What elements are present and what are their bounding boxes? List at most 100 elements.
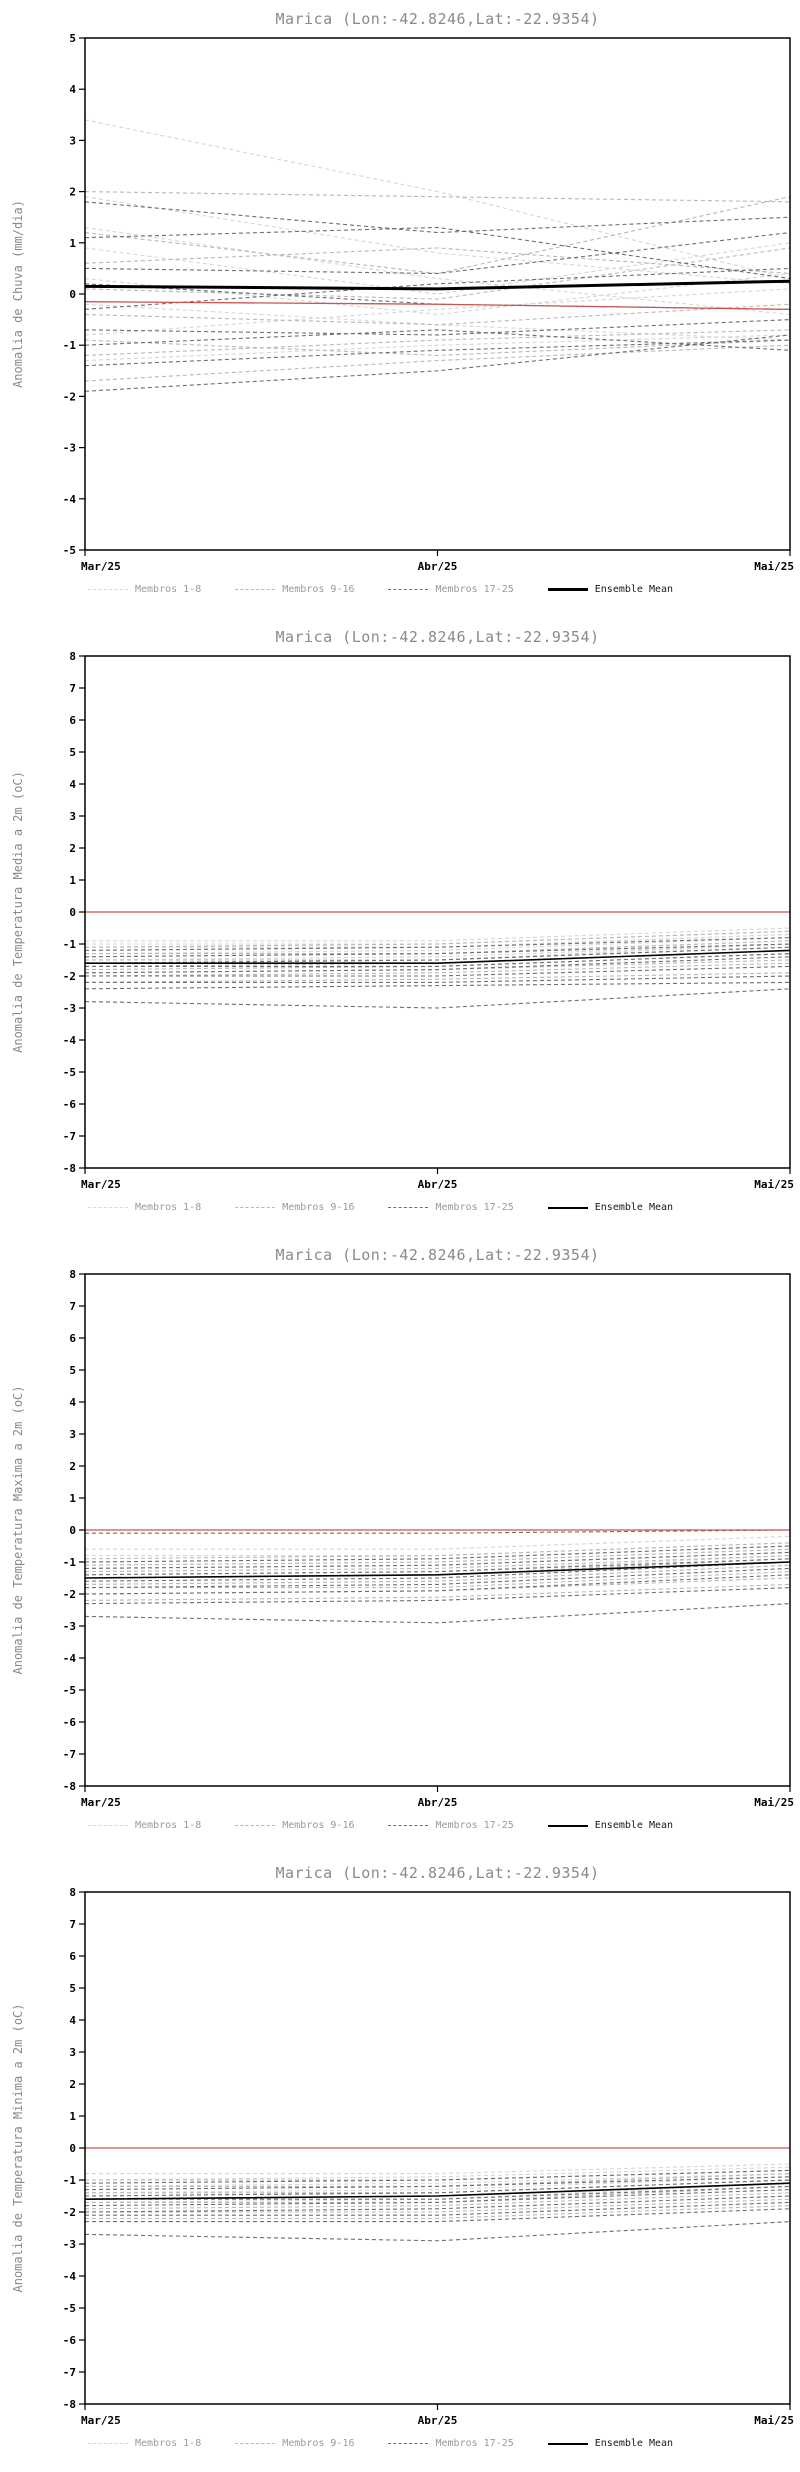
legend-line-sample xyxy=(88,589,128,590)
svg-text:Mar/25: Mar/25 xyxy=(81,1178,121,1191)
legend: Membros 1-8 Membros 9-16 Membros 17-25 E… xyxy=(88,584,673,595)
svg-text:1: 1 xyxy=(69,874,76,887)
legend-label: Membros 17-25 xyxy=(435,584,514,595)
legend-line-sample xyxy=(235,1825,276,1826)
svg-text:4: 4 xyxy=(69,83,76,96)
legend-item-membros-1-8: Membros 1-8 xyxy=(88,1820,201,1831)
svg-text:5: 5 xyxy=(69,746,76,759)
chart-precip-anomaly: Marica (Lon:-42.8246,Lat:-22.9354) Anoma… xyxy=(0,0,800,618)
legend-item-ensemble-mean: Ensemble Mean xyxy=(547,2438,673,2449)
svg-text:Mai/25: Mai/25 xyxy=(754,2414,794,2427)
chart-title: Marica (Lon:-42.8246,Lat:-22.9354) xyxy=(275,628,600,646)
plot-area: -8 -7 -6 -5 -4 -3 -2 -1 0 1 2 3 4 5 6 7 8 Mar/25 Abr/25 Mai… xyxy=(63,1886,794,2427)
svg-text:-3: -3 xyxy=(63,2238,76,2251)
svg-text:-8: -8 xyxy=(63,1162,76,1175)
svg-text:Mai/25: Mai/25 xyxy=(754,1178,794,1191)
svg-text:1: 1 xyxy=(69,2110,76,2123)
chart-temp-minima-anomaly: Marica (Lon:-42.8246,Lat:-22.9354) Anoma… xyxy=(0,1854,800,2472)
legend-label: Membros 17-25 xyxy=(435,1202,514,1213)
svg-text:-6: -6 xyxy=(63,2334,77,2347)
legend-label: Membros 1-8 xyxy=(135,584,202,595)
legend-item-ensemble-mean: Ensemble Mean xyxy=(547,584,673,595)
svg-text:-2: -2 xyxy=(63,970,76,983)
legend-line-sample xyxy=(235,1207,276,1208)
svg-text:3: 3 xyxy=(69,2046,76,2059)
legend-line-sample xyxy=(388,589,429,590)
chart-title: Marica (Lon:-42.8246,Lat:-22.9354) xyxy=(275,10,600,28)
legend-line-sample xyxy=(88,1207,128,1208)
legend-item-membros-1-8: Membros 1-8 xyxy=(88,1202,201,1213)
chart-title: Marica (Lon:-42.8246,Lat:-22.9354) xyxy=(275,1864,600,1882)
svg-text:-1: -1 xyxy=(63,1556,77,1569)
svg-text:Abr/25: Abr/25 xyxy=(418,1796,458,1809)
svg-text:7: 7 xyxy=(69,1300,76,1313)
legend-label: Membros 9-16 xyxy=(282,584,355,595)
svg-text:-6: -6 xyxy=(63,1716,77,1729)
legend-item-ensemble-mean: Ensemble Mean xyxy=(547,1820,673,1831)
legend-line-sample xyxy=(235,589,276,590)
legend-line-sample xyxy=(547,1206,588,1209)
svg-text:3: 3 xyxy=(69,134,76,147)
legend-label: Membros 1-8 xyxy=(135,1202,202,1213)
legend-item-membros-9-16: Membros 9-16 xyxy=(235,2438,354,2449)
svg-text:8: 8 xyxy=(69,650,76,663)
svg-text:1: 1 xyxy=(69,1492,76,1505)
svg-text:4: 4 xyxy=(69,778,76,791)
legend-item-membros-17-25: Membros 17-25 xyxy=(388,1202,514,1213)
svg-text:Abr/25: Abr/25 xyxy=(418,1178,458,1191)
chart-temp-media-anomaly: Marica (Lon:-42.8246,Lat:-22.9354) Anoma… xyxy=(0,618,800,1236)
svg-text:-5: -5 xyxy=(63,1066,76,1079)
legend-label: Membros 9-16 xyxy=(282,1820,355,1831)
svg-text:0: 0 xyxy=(69,288,76,301)
svg-text:-3: -3 xyxy=(63,442,76,455)
svg-text:5: 5 xyxy=(69,32,76,45)
svg-text:8: 8 xyxy=(69,1886,76,1899)
svg-text:6: 6 xyxy=(69,1950,76,1963)
svg-text:0: 0 xyxy=(69,2142,76,2155)
svg-text:4: 4 xyxy=(69,2014,76,2027)
legend-line-sample xyxy=(547,2442,588,2445)
legend-label: Ensemble Mean xyxy=(594,1202,674,1213)
svg-text:-5: -5 xyxy=(63,2302,76,2315)
svg-text:6: 6 xyxy=(69,714,76,727)
svg-text:-4: -4 xyxy=(63,2270,77,2283)
svg-text:Abr/25: Abr/25 xyxy=(418,560,458,573)
svg-text:6: 6 xyxy=(69,1332,76,1345)
legend: Membros 1-8 Membros 9-16 Membros 17-25 E… xyxy=(88,1202,673,1213)
legend-item-membros-17-25: Membros 17-25 xyxy=(388,1820,514,1831)
plot-area: -5 -4 -3 -2 -1 0 1 2 3 4 5 Mar/25 Abr/25 Mai/25 xyxy=(63,32,794,573)
legend-label: Membros 17-25 xyxy=(435,1820,514,1831)
legend-item-membros-17-25: Membros 17-25 xyxy=(388,584,514,595)
svg-text:-1: -1 xyxy=(63,339,77,352)
svg-text:7: 7 xyxy=(69,682,76,695)
legend-item-membros-17-25: Membros 17-25 xyxy=(388,2438,514,2449)
legend-label: Membros 1-8 xyxy=(135,2438,202,2449)
svg-text:1: 1 xyxy=(69,237,76,250)
svg-text:-2: -2 xyxy=(63,1588,76,1601)
svg-text:-1: -1 xyxy=(63,938,77,951)
legend-item-membros-9-16: Membros 9-16 xyxy=(235,1202,354,1213)
svg-text:-6: -6 xyxy=(63,1098,77,1111)
svg-text:0: 0 xyxy=(69,906,76,919)
legend-item-ensemble-mean: Ensemble Mean xyxy=(547,1202,674,1213)
legend-item-membros-1-8: Membros 1-8 xyxy=(88,584,201,595)
svg-text:-7: -7 xyxy=(63,1130,76,1143)
svg-text:-3: -3 xyxy=(63,1620,76,1633)
svg-text:-4: -4 xyxy=(63,493,77,506)
legend: Membros 1-8 Membros 9-16 Membros 17-25 E… xyxy=(88,1820,673,1831)
svg-text:2: 2 xyxy=(69,2078,76,2091)
svg-text:-8: -8 xyxy=(63,1780,76,1793)
legend-label: Membros 1-8 xyxy=(135,1820,202,1831)
svg-text:8: 8 xyxy=(69,1268,76,1281)
svg-text:0: 0 xyxy=(69,1524,76,1537)
legend-line-sample xyxy=(388,1207,429,1208)
svg-text:3: 3 xyxy=(69,1428,76,1441)
legend-line-sample xyxy=(88,2443,128,2444)
svg-text:-5: -5 xyxy=(63,544,76,557)
legend-item-membros-1-8: Membros 1-8 xyxy=(88,2438,201,2449)
legend: Membros 1-8 Membros 9-16 Membros 17-25 E… xyxy=(88,2438,673,2449)
svg-text:Mar/25: Mar/25 xyxy=(81,560,121,573)
legend-item-membros-9-16: Membros 9-16 xyxy=(235,584,354,595)
legend-line-sample xyxy=(88,1825,128,1826)
plot-area: -8 -7 -6 -5 -4 -3 -2 -1 0 1 2 3 4 5 6 7 8 Mar/25 Abr/25 Mai… xyxy=(63,650,794,1191)
